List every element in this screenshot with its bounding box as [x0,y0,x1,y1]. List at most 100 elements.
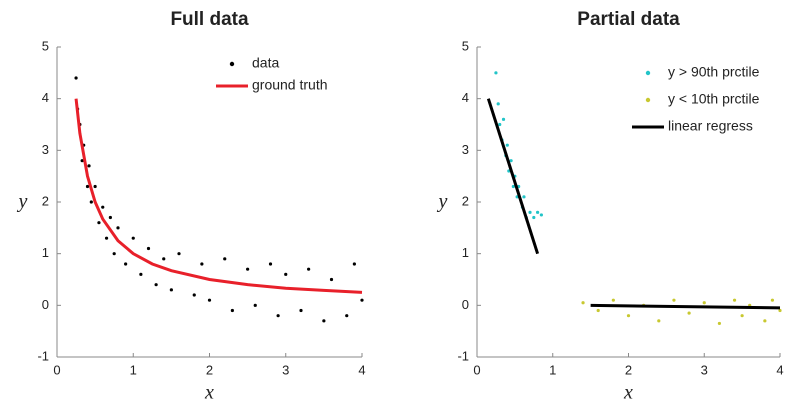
data-point [230,308,234,313]
data-point [276,314,280,318]
chart-title: Partial data [577,9,680,30]
x-tick-label: 2 [625,362,632,377]
data-point [104,236,109,240]
data-point [687,311,691,315]
data-point [672,298,676,302]
x-tick-label: 1 [130,362,137,377]
x-tick-label: 4 [776,362,783,377]
data-point [299,308,303,313]
data-point [93,184,97,189]
data-point [494,71,498,75]
y-tick-label: -1 [37,348,49,363]
data-point [596,308,600,313]
data-point [192,293,196,297]
data-point [352,262,356,266]
data-point [80,159,84,163]
legend-label: ground truth [252,77,328,93]
x-tick-label: 4 [358,362,365,377]
data-point [154,283,158,287]
data-point [253,303,257,307]
y-tick-label: 3 [42,142,49,157]
data-point [778,308,782,313]
data-point [360,298,364,302]
data-point [329,277,334,282]
data-point [536,210,540,214]
y-tick-label: 2 [462,193,469,208]
data-point [284,272,288,276]
data-point [657,319,661,323]
data-point [74,76,78,80]
x-tick-label: 0 [53,362,60,377]
data-point [505,143,509,147]
data-point [223,257,227,261]
data-point [581,301,585,305]
line [590,303,781,310]
data-point [97,221,101,225]
data-point [345,314,349,318]
y-tick-label: 4 [462,90,469,105]
data-point [85,184,90,189]
data-point [246,267,250,271]
x-axis-label: x [623,382,633,404]
data-point [528,210,532,214]
y-tick-label: 5 [42,38,49,53]
x-axis-label: x [204,382,214,404]
data-point [496,102,500,106]
legend-swatch [645,97,651,103]
data-point [532,215,536,220]
data-point [146,246,151,251]
line [486,98,540,255]
data-point [268,262,273,266]
x-tick-label: 0 [473,362,480,377]
chart-title: Full data [170,9,249,30]
data-point [108,215,112,220]
legend-label: data [252,55,279,71]
data-point [770,298,775,302]
data-point [131,236,135,240]
y-tick-label: 1 [42,245,49,260]
y-axis-label: y [17,191,28,213]
data-point [162,257,166,261]
data-point [169,288,173,292]
legend-swatch [229,61,235,67]
data-point [322,319,326,323]
y-tick-label: 1 [462,245,469,260]
data-point [511,184,515,189]
data-point [763,319,767,323]
y-tick-label: 3 [462,142,469,157]
data-point [611,298,615,302]
data-point [307,267,311,271]
data-point [139,272,143,276]
legend-label: y > 90th prctile [668,64,760,80]
data-point [89,200,93,204]
data-point [116,226,120,230]
data-point [717,321,722,326]
data-point [177,252,181,256]
data-point [87,164,91,168]
y-tick-label: -1 [457,348,469,363]
y-tick-label: 0 [462,297,469,312]
y-tick-label: 0 [42,297,49,312]
data-point [702,301,706,305]
data-point [732,298,737,302]
legend-swatch [645,70,651,76]
y-tick-label: 4 [42,90,49,105]
data-point [509,159,513,163]
legend-label: linear regress [668,118,753,134]
data-point [101,205,105,209]
line [74,98,363,294]
legend-label: y < 10th prctile [668,91,760,107]
data-point [112,252,116,256]
data-point [539,213,543,217]
x-tick-label: 2 [206,362,213,377]
x-tick-label: 1 [549,362,556,377]
data-point [124,262,128,266]
y-tick-label: 5 [462,38,469,53]
x-tick-label: 3 [282,362,289,377]
y-axis-label: y [437,191,448,213]
x-tick-label: 3 [701,362,708,377]
data-point [501,117,506,121]
data-point [626,314,631,318]
data-point [498,122,502,127]
